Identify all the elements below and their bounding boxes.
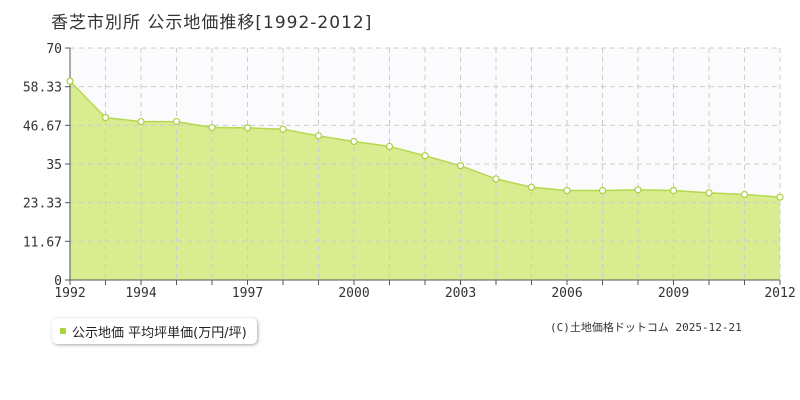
x-tick-label: 1994 (125, 286, 156, 301)
data-point (172, 117, 181, 126)
y-tick-label: 0 (54, 274, 62, 289)
x-tick-label: 2009 (658, 286, 689, 301)
data-point (598, 186, 607, 195)
data-point (669, 186, 678, 195)
data-point (385, 142, 394, 151)
x-tick-label: 2012 (764, 286, 795, 301)
data-point (634, 186, 642, 194)
data-point (563, 186, 571, 195)
x-tick-label: 2000 (338, 286, 369, 301)
y-tick-label: 58.33 (23, 81, 62, 96)
x-tick-label: 1997 (232, 286, 263, 301)
copyright-text: (C)土地価格ドットコム 2025-12-21 (550, 321, 742, 334)
data-point (314, 132, 323, 140)
data-point (243, 124, 252, 132)
data-point (350, 137, 358, 146)
data-point (66, 77, 74, 85)
legend: 公示地価 平均坪単価(万円/坪) (52, 318, 257, 344)
data-point (705, 189, 713, 197)
data-point (137, 117, 145, 126)
data-point (456, 162, 465, 170)
data-point (492, 175, 500, 183)
x-tick-label: 2003 (445, 286, 476, 301)
y-tick-label: 35 (46, 158, 62, 173)
legend-label: 公示地価 平均坪単価(万円/坪) (72, 325, 247, 341)
data-point (279, 125, 287, 133)
y-tick-label: 23.33 (23, 197, 62, 212)
data-point (527, 183, 536, 191)
x-tick-label: 1992 (54, 286, 85, 301)
y-tick-label: 46.67 (23, 119, 62, 134)
x-tick-label: 2006 (551, 286, 582, 301)
chart-title: 香芝市別所 公示地価推移[1992-2012] (51, 13, 373, 33)
data-point (208, 123, 216, 132)
data-point (740, 190, 749, 199)
legend-swatch (60, 328, 66, 334)
y-tick-label: 70 (46, 42, 62, 57)
data-point (776, 193, 784, 201)
data-point (101, 113, 110, 122)
y-tick-label: 11.67 (23, 235, 62, 250)
data-point (421, 152, 429, 160)
